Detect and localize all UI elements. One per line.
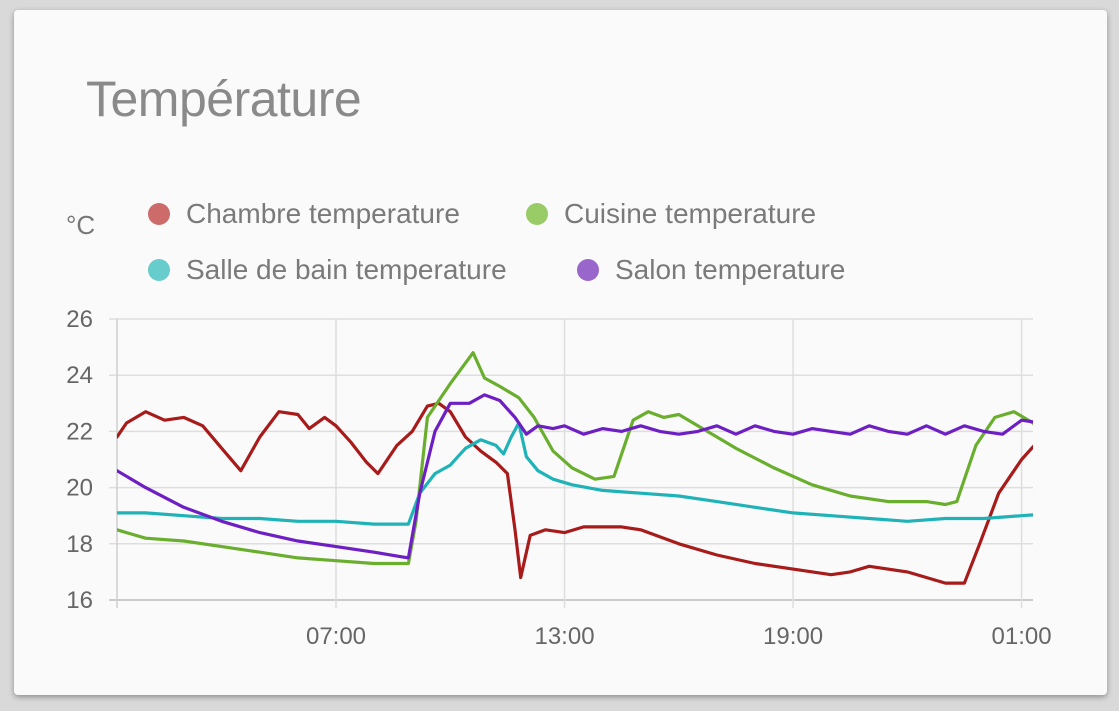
y-tick-label-18: 18 [66,531,93,558]
x-tick-label-0: 07:00 [306,623,366,650]
legend-item-salle-de-bain[interactable]: Salle de bain temperature [148,254,507,286]
legend-label-salle-de-bain: Salle de bain temperature [186,254,507,285]
grid [109,318,1033,608]
x-tick-label-1: 13:00 [534,623,594,650]
legend-item-chambre[interactable]: Chambre temperature [148,198,460,230]
series-lines [117,351,1033,585]
series-line-2 [117,421,1033,526]
legend-dot-chambre [148,203,170,225]
legend-label-chambre: Chambre temperature [186,198,460,229]
legend-dot-salle-de-bain [148,259,170,281]
y-tick-label-16: 16 [66,587,93,614]
axes: 16 18 20 22 24 26 07:00 13:00 19:00 01:00 [66,306,1051,650]
series-line-0 [117,401,1033,585]
x-tick-label-2: 19:00 [763,623,823,650]
legend-item-cuisine[interactable]: Cuisine temperature [526,198,816,230]
y-tick-label-22: 22 [66,418,93,445]
y-tick-label-24: 24 [66,362,93,389]
x-tick-label-3: 01:00 [992,623,1052,650]
y-tick-label-20: 20 [66,475,93,502]
card-title: Température [86,71,362,127]
y-axis-unit: °C [66,210,96,240]
series-line-3 [117,393,1033,560]
series-line-1 [117,351,1033,566]
legend-label-cuisine: Cuisine temperature [564,198,817,229]
temperature-card: Température °C Chambre temperature Cuisi… [14,10,1107,695]
legend-item-salon[interactable]: Salon temperature [577,254,845,286]
legend-label-salon: Salon temperature [615,254,846,285]
legend-dot-salon [577,259,599,281]
y-tick-label-26: 26 [66,306,93,333]
legend-dot-cuisine [526,203,548,225]
